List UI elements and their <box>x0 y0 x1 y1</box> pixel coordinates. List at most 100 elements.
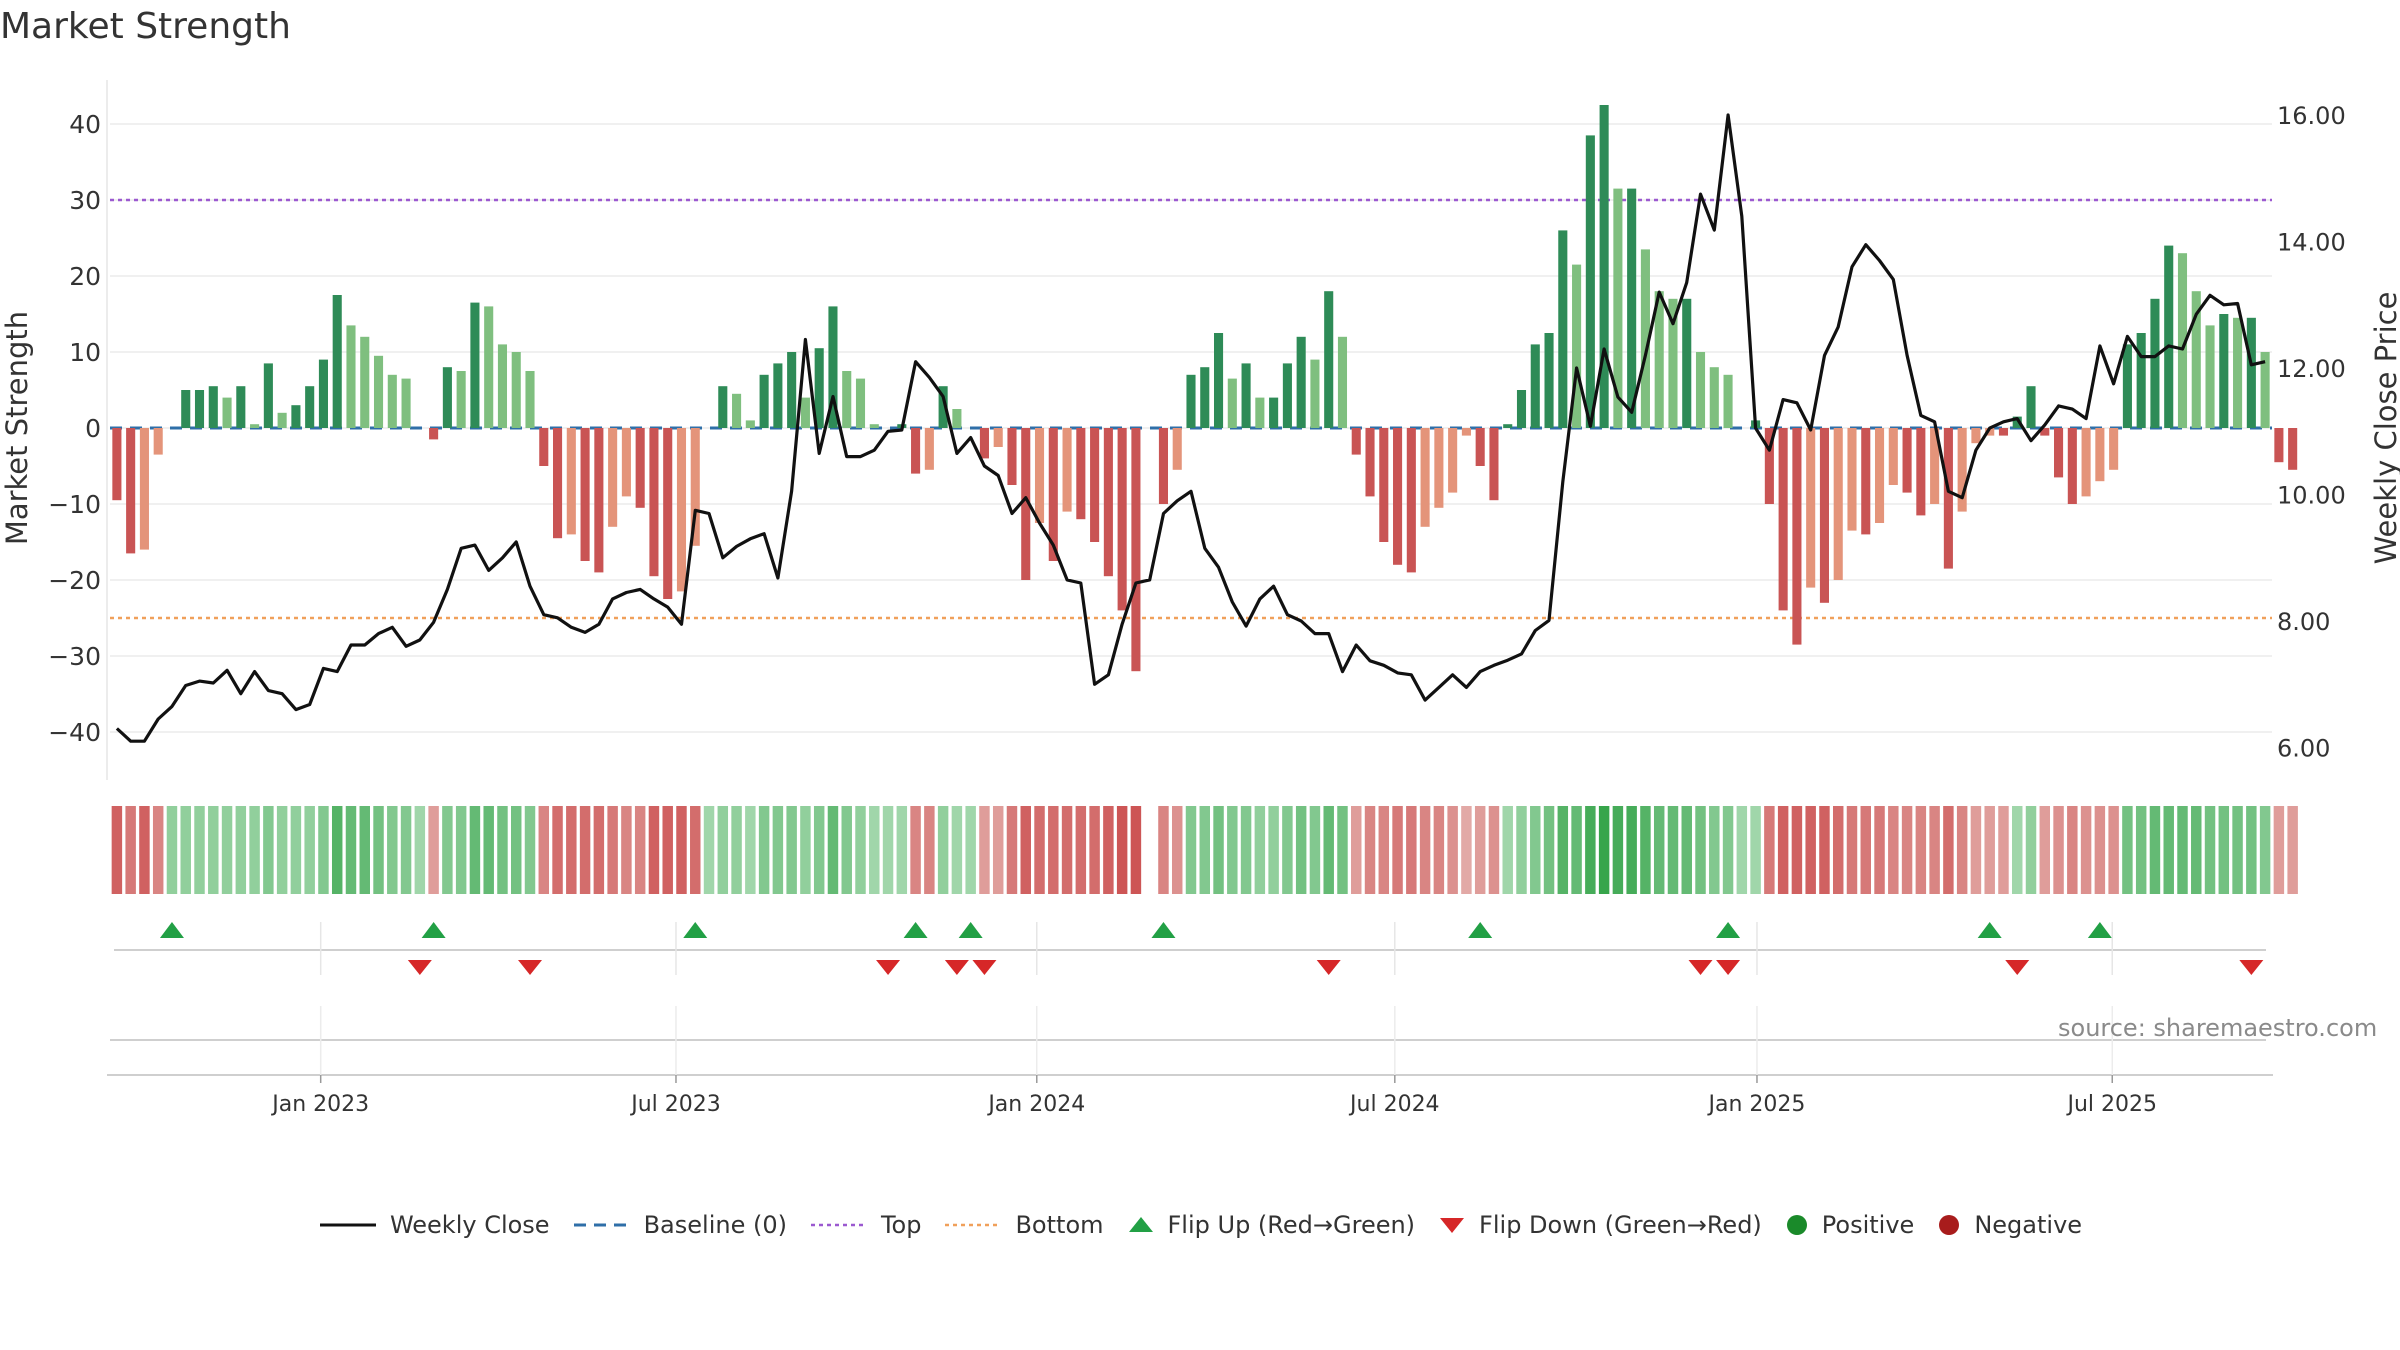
strength-bar <box>139 428 149 550</box>
chart-title: Market Strength <box>0 6 291 47</box>
regime-cell <box>2012 806 2023 894</box>
regime-cell <box>2135 806 2147 894</box>
strength-bar <box>814 348 824 428</box>
regime-cell <box>910 806 921 894</box>
regime-cell <box>1199 806 1211 894</box>
strength-bar <box>2191 291 2201 428</box>
strength-bar <box>2067 428 2077 504</box>
strength-bar <box>1599 105 1609 428</box>
regime-cell <box>1819 806 1830 894</box>
strength-bar <box>1420 428 1430 527</box>
x-tick-label: Jan 2025 <box>1707 1092 1806 1117</box>
regime-cell <box>208 806 219 894</box>
strength-bar <box>1530 344 1540 428</box>
strength-bar <box>2177 253 2188 428</box>
strength-bar <box>1393 428 1403 565</box>
source-note: source: sharemaestro.com <box>2058 1014 2378 1042</box>
strength-bar <box>1943 428 1953 569</box>
legend-item-negative: Negative <box>1936 1211 2082 1239</box>
strength-bar <box>1572 264 1582 428</box>
regime-cell <box>1433 806 1445 894</box>
regime-cell <box>497 806 508 894</box>
regime-cell <box>1461 806 1472 894</box>
regime-cell <box>2273 806 2285 894</box>
regime-cell <box>2094 806 2106 894</box>
strength-bar <box>2081 428 2091 497</box>
strength-bar <box>566 428 576 535</box>
strength-bar <box>525 371 535 428</box>
regime-cell <box>359 806 370 894</box>
strength-bar <box>1296 336 1306 428</box>
strength-bar <box>1324 291 1334 428</box>
y2-tick-label: 16.00 <box>2277 102 2346 130</box>
regime-cell <box>2191 806 2202 894</box>
regime-cell <box>1254 806 1266 894</box>
y-tick-label: 30 <box>69 186 101 215</box>
regime-cell <box>1722 806 1734 894</box>
strength-bar <box>2274 428 2284 463</box>
regime-cell <box>1268 806 1279 894</box>
x-tick-label: Jan 2023 <box>270 1092 369 1117</box>
strength-bar <box>2136 333 2146 428</box>
strength-bar <box>1213 333 1224 428</box>
regime-cell <box>1956 806 1968 894</box>
strength-bar <box>1158 428 1169 504</box>
strength-bar <box>718 386 728 428</box>
regime-cell <box>703 806 715 894</box>
legend-item-baseline: Baseline (0) <box>572 1211 787 1239</box>
y-tick-label: −20 <box>48 566 101 595</box>
legend-label: Weekly Close <box>389 1211 550 1239</box>
regime-cell <box>166 806 178 894</box>
strength-bar <box>1902 428 1912 493</box>
legend: Weekly Close Baseline (0) Top Bottom Fli… <box>0 1205 2400 1245</box>
strength-bar <box>773 363 783 428</box>
legend-label: Flip Down (Green→Red) <box>1479 1211 1762 1239</box>
strength-bar <box>1971 428 1981 444</box>
strength-bar <box>800 397 810 428</box>
regime-cell <box>552 806 563 894</box>
regime-cell <box>511 806 522 894</box>
regime-cell <box>483 806 494 894</box>
regime-cell <box>2025 806 2037 894</box>
strength-bar <box>1034 428 1045 523</box>
strength-bar <box>2260 352 2270 428</box>
regime-cell <box>1061 806 1073 894</box>
regime-cell <box>800 806 811 894</box>
strength-bar <box>1916 428 1926 516</box>
regime-cell <box>1571 806 1582 894</box>
regime-cell <box>813 806 825 894</box>
flip-down-marker <box>2239 960 2264 975</box>
regime-cell <box>180 806 191 894</box>
strength-bar <box>332 295 342 428</box>
regime-cell <box>579 806 591 894</box>
strength-bar <box>1172 428 1182 470</box>
axes: 40 30 20 10 0 −10 −20 −30 −40 16.00 14.00 12.00 10.0… <box>0 80 2400 780</box>
regime-cell <box>2108 806 2119 894</box>
strength-bar <box>1117 428 1127 611</box>
strength-bar <box>1930 428 1940 504</box>
strength-bar <box>2122 344 2132 428</box>
flip-down-marker <box>518 960 543 975</box>
y-tick-label: 0 <box>85 414 101 443</box>
strength-bar <box>732 393 742 428</box>
regime-cell <box>2259 806 2271 894</box>
regime-cell <box>717 806 729 894</box>
green-dot-icon <box>1786 1215 1807 1235</box>
regime-cell <box>111 806 123 894</box>
regime-cell <box>318 806 329 894</box>
regime-cell <box>1984 806 1995 894</box>
y2-tick-label: 8.00 <box>2277 608 2330 636</box>
strength-bar <box>842 371 852 428</box>
strength-bar <box>470 302 480 428</box>
strength-bar <box>497 344 508 428</box>
regime-cell <box>882 806 894 894</box>
regime-cell <box>1791 806 1803 894</box>
regime-cell <box>662 806 673 894</box>
regime-cell <box>965 806 976 894</box>
regime-cell <box>1543 806 1555 894</box>
weekly-close-series <box>115 113 2266 743</box>
strength-bar <box>1434 428 1444 508</box>
strength-bar <box>2150 298 2160 428</box>
regime-cell <box>841 806 852 894</box>
strength-bar <box>1227 378 1237 428</box>
